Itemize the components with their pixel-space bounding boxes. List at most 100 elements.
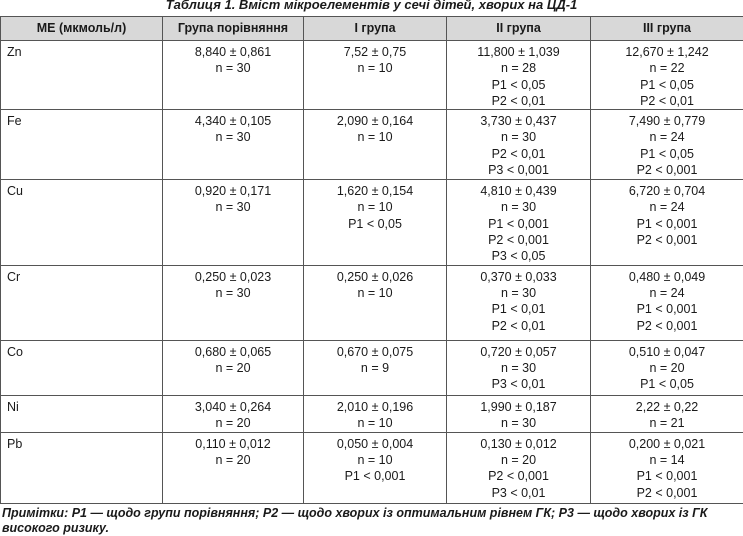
- cell-line: 0,680 ± 0,065: [194, 344, 272, 359]
- cell-line: 0,670 ± 0,075: [336, 344, 414, 359]
- cell-line: 12,670 ± 1,242: [625, 45, 709, 59]
- cell-line: P1 < 0,001: [488, 216, 549, 231]
- element-cell: Pb: [0, 431, 163, 504]
- cell-line: 0,050 ± 0,004: [336, 436, 414, 451]
- value-cell: 7,490 ± 0,779 n = 24 P1 < 0,05 P2 < 0,001: [590, 109, 743, 181]
- value-cell: 0,510 ± 0,047 n = 20 P1 < 0,05: [590, 339, 743, 396]
- table-title: Таблиця 1. Вміст мікроелементів у сечі д…: [165, 0, 578, 12]
- value-cell: 3,730 ± 0,437 n = 30 P2 < 0,01 P3 < 0,001: [446, 109, 591, 181]
- cell-line: P2 < 0,001: [636, 163, 698, 178]
- cell-line: P2 < 0,001: [488, 233, 549, 248]
- cell-line: 1,990 ± 0,187: [480, 399, 557, 414]
- table-row: Cr 0,250 ± 0,023 n = 30 0,250 ± 0,026 n = 10…: [0, 264, 743, 341]
- cell-line: P2 < 0,001: [636, 233, 698, 248]
- value-cell: 0,720 ± 0,057 n = 30 P3 < 0,01: [446, 339, 591, 396]
- cell-line: n = 20: [215, 452, 251, 467]
- cell-line: n = 10: [357, 415, 393, 430]
- cell-line: 3,040 ± 0,264: [194, 399, 272, 414]
- cell-line: P3 < 0,01: [491, 377, 546, 392]
- cell-line: 0,110 ± 0,012: [195, 436, 271, 451]
- cell-line: 1,620 ± 0,154: [336, 184, 414, 199]
- table: МЕ (мкмоль/л) Група порівняння I група II г…: [0, 16, 743, 504]
- element-cell: Zn: [0, 39, 163, 111]
- cell-line: n = 20: [649, 360, 685, 375]
- cell-line: n = 30: [215, 285, 251, 300]
- cell-line: n = 20: [215, 415, 251, 430]
- value-cell: 4,810 ± 0,439 n = 30 P1 < 0,001 P2 < 0,001 P…: [446, 179, 591, 266]
- value-cell: 0,250 ± 0,023 n = 30: [162, 264, 304, 341]
- cell-line: n = 10: [357, 130, 393, 145]
- cell-line: n = 30: [500, 415, 537, 430]
- cell-line: P1 < 0,05: [640, 77, 694, 92]
- cell-line: n = 30: [500, 200, 537, 215]
- cell-line: n = 22: [649, 61, 685, 76]
- value-cell: 4,340 ± 0,105 n = 30: [162, 109, 304, 181]
- cell-line: 0,370 ± 0,033: [480, 269, 557, 284]
- value-cell: 0,480 ± 0,049 n = 24 P1 < 0,001 P2 < 0,001: [590, 264, 743, 341]
- cell-line: 0,250 ± 0,026: [336, 269, 414, 284]
- header-cell: Група порівняння: [162, 16, 304, 41]
- table-row: Fe 4,340 ± 0,105 n = 30 2,090 ± 0,164 n = 10…: [0, 109, 743, 181]
- table-row: Ni 3,040 ± 0,264 n = 20 2,010 ± 0,196 n = 10…: [0, 394, 743, 433]
- table-row: Pb 0,110 ± 0,012 n = 20 0,050 ± 0,004 n = 10…: [0, 431, 743, 504]
- header-row: МЕ (мкмоль/л) Група порівняння I група II г…: [0, 16, 743, 41]
- header-cell: II група: [446, 16, 591, 41]
- value-cell: 2,090 ± 0,164 n = 10: [303, 109, 447, 181]
- cell-line: n = 21: [649, 415, 685, 430]
- cell-line: 7,52 ± 0,75: [343, 45, 407, 59]
- cell-line: P1 < 0,05: [640, 377, 694, 392]
- value-cell: 0,110 ± 0,012 n = 20: [162, 431, 304, 504]
- cell-line: P3 < 0,01: [491, 485, 546, 500]
- cell-line: n = 24: [649, 130, 685, 145]
- cell-line: 0,250 ± 0,023: [194, 269, 272, 284]
- cell-line: n = 30: [215, 130, 251, 145]
- cell-line: n = 9: [360, 360, 390, 375]
- value-cell: 7,52 ± 0,75 n = 10: [303, 39, 447, 111]
- value-cell: 3,040 ± 0,264 n = 20: [162, 394, 304, 433]
- cell-line: P2 < 0,01: [491, 146, 546, 161]
- cell-line: P3 < 0,05: [491, 249, 546, 264]
- cell-line: 0,200 ± 0,021: [628, 436, 706, 451]
- value-cell: 2,010 ± 0,196 n = 10: [303, 394, 447, 433]
- cell-line: P1 < 0,001: [344, 469, 406, 484]
- cell-line: 11,800 ± 1,039: [477, 45, 560, 59]
- cell-line: 4,340 ± 0,105: [194, 114, 272, 129]
- cell-line: 8,840 ± 0,861: [194, 45, 272, 59]
- value-cell: 12,670 ± 1,242 n = 22 P1 < 0,05 P2 < 0,01: [590, 39, 743, 111]
- cell-line: n = 30: [500, 285, 537, 300]
- cell-line: 2,22 ± 0,22: [635, 399, 699, 414]
- cell-line: n = 14: [649, 452, 685, 467]
- cell-line: P1 < 0,05: [640, 146, 694, 161]
- table-row: Zn 8,840 ± 0,861 n = 30 7,52 ± 0,75 n = 10 11…: [0, 39, 743, 111]
- table-row: Cu 0,920 ± 0,171 n = 30 1,620 ± 0,154 n = 10…: [0, 179, 743, 266]
- value-cell: 6,720 ± 0,704 n = 24 P1 < 0,001 P2 < 0,001: [590, 179, 743, 266]
- cell-line: P3 < 0,001: [488, 163, 549, 178]
- table-body: Zn 8,840 ± 0,861 n = 30 7,52 ± 0,75 n = 10 11…: [0, 39, 743, 504]
- value-cell: 0,200 ± 0,021 n = 14 P1 < 0,001 P2 < 0,001: [590, 431, 743, 504]
- table-note: Примітки: Р1 — щодо групи порівняння; Р2…: [2, 505, 708, 535]
- cell-line: P1 < 0,001: [636, 216, 698, 231]
- cell-line: n = 10: [357, 452, 393, 467]
- cell-line: n = 24: [649, 285, 685, 300]
- cell-line: n = 20: [500, 452, 537, 467]
- cell-line: P2 < 0,01: [491, 318, 546, 333]
- cell-line: 0,130 ± 0,012: [480, 436, 557, 451]
- cell-line: n = 30: [500, 360, 537, 375]
- value-cell: 0,680 ± 0,065 n = 20: [162, 339, 304, 396]
- value-cell: 2,22 ± 0,22 n = 21: [590, 394, 743, 433]
- value-cell: 1,990 ± 0,187 n = 30: [446, 394, 591, 433]
- cell-line: P1 < 0,01: [491, 302, 546, 317]
- cell-line: P2 < 0,01: [640, 93, 694, 108]
- cell-line: P1 < 0,05: [491, 77, 546, 92]
- cell-line: P2 < 0,001: [488, 469, 549, 484]
- cell-line: P1 < 0,001: [636, 302, 698, 317]
- cell-line: n = 10: [357, 61, 393, 76]
- cell-line: n = 28: [500, 61, 537, 76]
- cell-line: 2,090 ± 0,164: [336, 114, 414, 129]
- cell-line: 0,920 ± 0,171: [194, 184, 272, 199]
- cell-line: 4,810 ± 0,439: [480, 184, 557, 199]
- value-cell: 0,130 ± 0,012 n = 20 P2 < 0,001 P3 < 0,01: [446, 431, 591, 504]
- cell-line: n = 30: [215, 200, 251, 215]
- value-cell: 0,250 ± 0,026 n = 10: [303, 264, 447, 341]
